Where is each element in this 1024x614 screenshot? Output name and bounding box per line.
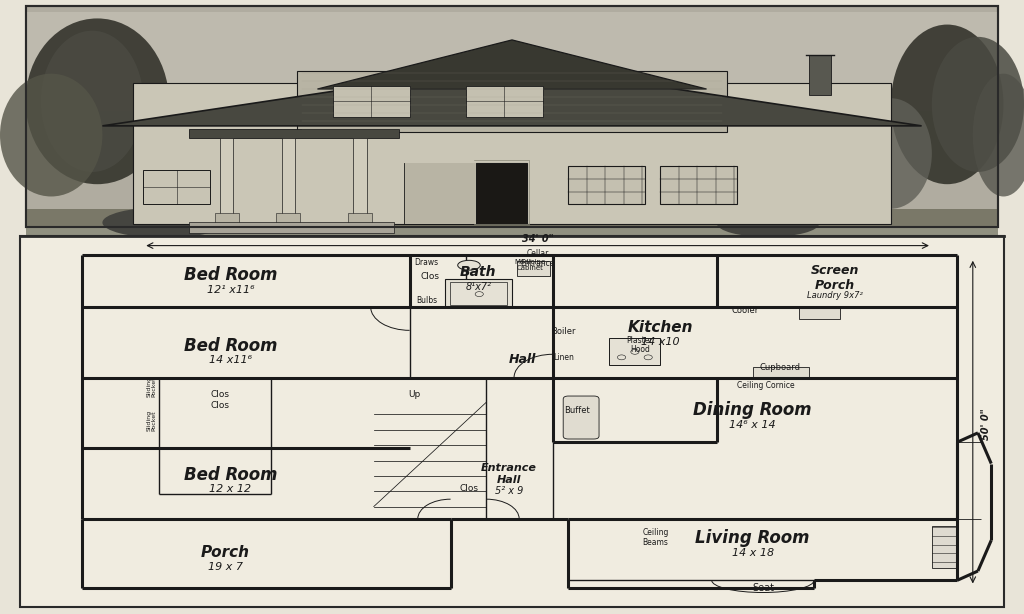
Ellipse shape — [973, 74, 1024, 196]
Text: Clos: Clos — [421, 272, 439, 281]
Text: 50' 0": 50' 0" — [981, 408, 991, 440]
Text: 14 x10: 14 x10 — [641, 337, 680, 347]
Text: Laundry 9x7²: Laundry 9x7² — [807, 292, 862, 300]
Ellipse shape — [932, 37, 1024, 172]
Text: Linen: Linen — [553, 353, 573, 362]
Bar — [276, 213, 300, 224]
Text: 19 x 7: 19 x 7 — [208, 562, 243, 572]
Text: Kitchen: Kitchen — [628, 320, 693, 335]
Text: Sliding
Pocket: Sliding Pocket — [146, 410, 157, 431]
Bar — [215, 213, 239, 224]
Bar — [220, 138, 233, 224]
Text: Screen
Porch: Screen Porch — [810, 263, 859, 292]
Bar — [809, 55, 831, 95]
Ellipse shape — [717, 210, 819, 237]
Ellipse shape — [850, 98, 932, 209]
Text: 12 x 12: 12 x 12 — [209, 484, 252, 494]
Text: Ceiling
Beams: Ceiling Beams — [642, 528, 669, 546]
Text: 14 x 18: 14 x 18 — [731, 548, 774, 558]
Text: Buffet: Buffet — [563, 406, 590, 414]
Bar — [348, 213, 372, 224]
Bar — [282, 138, 295, 224]
Bar — [517, 261, 550, 276]
Text: 5² x 9: 5² x 9 — [495, 486, 523, 496]
Text: Dining Room: Dining Room — [693, 401, 812, 419]
Bar — [799, 307, 840, 319]
Bar — [26, 227, 998, 236]
Ellipse shape — [102, 208, 225, 238]
Bar — [660, 166, 737, 204]
Text: 12¹ x11⁶: 12¹ x11⁶ — [207, 285, 254, 295]
Text: Sliding
Pocket: Sliding Pocket — [146, 376, 157, 397]
Bar — [476, 163, 527, 224]
Bar — [753, 367, 809, 378]
Bar — [133, 83, 891, 224]
Text: 14 x11⁶: 14 x11⁶ — [209, 356, 252, 365]
Bar — [333, 86, 410, 117]
Bar — [26, 6, 998, 227]
Bar — [26, 12, 998, 111]
Ellipse shape — [458, 260, 480, 270]
Text: Up: Up — [409, 390, 421, 398]
Ellipse shape — [41, 31, 143, 172]
Bar — [26, 6, 998, 227]
Bar — [189, 222, 394, 233]
Ellipse shape — [26, 18, 169, 184]
Bar — [20, 236, 1004, 607]
Text: Ceiling Cornice: Ceiling Cornice — [737, 381, 795, 390]
Text: Cooler: Cooler — [732, 306, 759, 314]
Bar — [143, 170, 210, 204]
Text: Bulbs: Bulbs — [417, 297, 437, 305]
Text: 34' 0": 34' 0" — [521, 235, 554, 244]
Bar — [353, 138, 367, 224]
Bar — [410, 255, 466, 307]
Text: Bed Room: Bed Room — [183, 465, 278, 484]
Bar — [932, 526, 957, 568]
FancyBboxPatch shape — [563, 396, 599, 439]
Text: Seat: Seat — [752, 583, 774, 593]
Text: Bed Room: Bed Room — [183, 336, 278, 355]
Text: Living Room: Living Room — [695, 529, 810, 547]
Text: Cellar
Entrance: Cellar Entrance — [520, 249, 555, 268]
Text: Plaster
Hood: Plaster Hood — [627, 336, 653, 354]
Text: Clos: Clos — [211, 401, 229, 410]
Bar — [26, 209, 998, 233]
Text: Bed Room: Bed Room — [183, 266, 278, 284]
Text: Porch: Porch — [201, 545, 250, 560]
Text: Bath: Bath — [460, 265, 497, 279]
Bar — [297, 71, 727, 132]
Bar — [609, 338, 660, 365]
Bar — [568, 166, 645, 204]
Text: Medicine
Cabinet: Medicine Cabinet — [515, 259, 546, 271]
Text: Clos: Clos — [211, 390, 229, 398]
Text: Entrance
Hall: Entrance Hall — [481, 463, 537, 485]
Bar — [189, 129, 399, 138]
Bar — [466, 86, 543, 117]
Polygon shape — [317, 40, 707, 89]
Bar — [445, 279, 512, 307]
Text: Clos: Clos — [460, 484, 478, 492]
Text: 8¹x7²: 8¹x7² — [465, 282, 492, 292]
Bar — [450, 282, 507, 305]
Text: Draws: Draws — [414, 258, 438, 267]
Text: Boiler: Boiler — [551, 327, 575, 336]
Polygon shape — [102, 64, 922, 126]
Text: Cupboard: Cupboard — [760, 363, 801, 371]
Text: 14⁶ x 14: 14⁶ x 14 — [729, 420, 776, 430]
Text: Hall: Hall — [509, 352, 536, 366]
Ellipse shape — [891, 25, 1004, 184]
Ellipse shape — [0, 74, 102, 196]
Bar — [404, 163, 476, 224]
